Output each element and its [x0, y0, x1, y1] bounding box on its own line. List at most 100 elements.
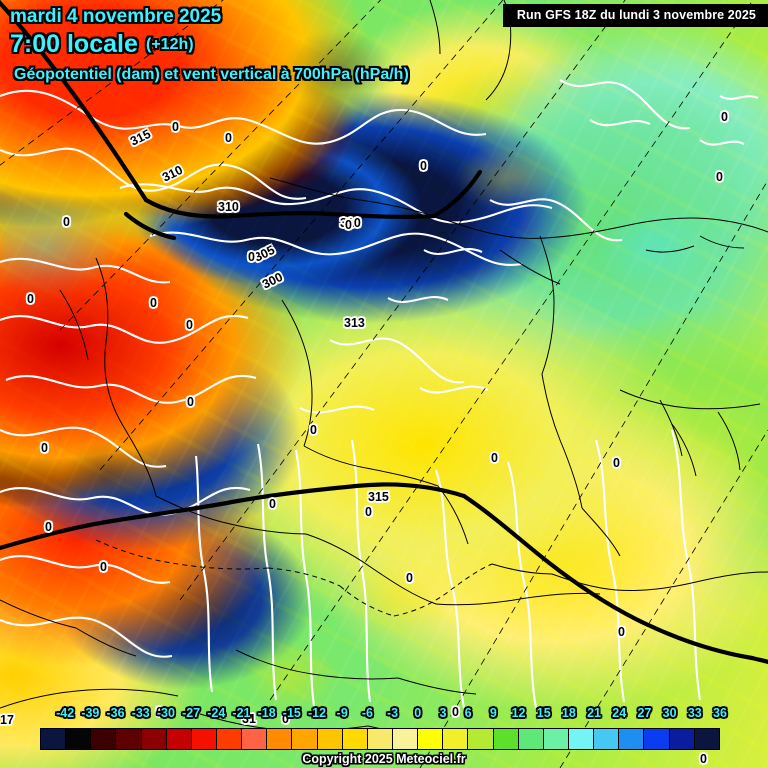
contour-value-label: 0: [186, 318, 193, 332]
colorbar-swatch: [91, 729, 117, 749]
contour-value-label: 0: [41, 441, 48, 455]
contour-value-label: 0: [248, 250, 255, 264]
map-parameter-label: Géopotentiel (dam) et vent vertical à 70…: [13, 65, 411, 85]
contour-value-label: 0: [269, 497, 276, 511]
colorbar-swatch: [41, 729, 67, 749]
colorbar-swatch: [694, 729, 719, 749]
contour-value-label: 0: [225, 131, 232, 145]
colorbar-tick: -9: [336, 706, 348, 720]
colorbar-swatch: [216, 729, 243, 749]
colorbar-swatch: [367, 729, 393, 749]
colorbar-swatch: [116, 729, 142, 749]
contour-value-label: 0: [406, 571, 413, 585]
contour-value-label: 0: [63, 215, 70, 229]
contour-value-label: 315: [368, 490, 389, 504]
contour-value-label: 310: [160, 162, 185, 185]
colorbar-swatch: [619, 729, 645, 749]
colorbar-swatch: [392, 729, 419, 749]
copyright-label: Copyright 2025 Meteociel.fr: [302, 752, 466, 766]
contour-value-label: 0: [187, 395, 194, 409]
contour-value-label: 0: [716, 170, 723, 184]
contour-value-label: 0: [613, 456, 620, 470]
colorbar-swatch: [669, 729, 695, 749]
contour-value-label: 310: [218, 200, 239, 214]
map-lead-time-label: (+12h): [145, 35, 196, 55]
colorbar-swatch: [141, 729, 167, 749]
contour-value-label: 0: [282, 712, 289, 726]
contour-value-label: 0: [150, 296, 157, 310]
colorbar-swatch: [493, 729, 519, 749]
contour-value-label: 315: [128, 126, 153, 149]
colorbar-swatches: [40, 728, 720, 750]
colorbar-tick: 15: [536, 706, 551, 720]
contour-value-label: 0: [420, 159, 427, 173]
colorbar-swatch: [443, 729, 469, 749]
map-date-label: mardi 4 novembre 2025: [8, 5, 222, 29]
colorbar-swatch: [342, 729, 368, 749]
contour-value-label: 0: [45, 520, 52, 534]
contour-value-label: 300: [260, 269, 285, 292]
colorbar-tick: 33: [687, 706, 702, 720]
colorbar-tick: 21: [587, 706, 602, 720]
colorbar-swatch: [418, 729, 444, 749]
colorbar-swatch: [166, 729, 192, 749]
contour-value-label: 0: [156, 705, 163, 719]
colorbar-tick: -15: [282, 706, 301, 720]
colorbar-tick: 36: [713, 706, 727, 720]
colorbar-tick: -3: [387, 706, 399, 720]
contour-value-label: 0: [310, 423, 317, 437]
contour-value-label: 0: [491, 451, 498, 465]
contour-value-label: 0: [452, 705, 459, 719]
colorbar-swatch: [568, 729, 595, 749]
colorbar-tick: 0: [414, 706, 422, 720]
colorbar-swatch: [468, 729, 494, 749]
colorbar-tick: -33: [131, 706, 150, 720]
contour-value-label: 0: [618, 625, 625, 639]
contour-value-label: 0: [345, 218, 352, 232]
colorbar-swatch: [191, 729, 217, 749]
contour-value-label: 313: [344, 316, 365, 330]
colorbar-tick: -18: [257, 706, 276, 720]
contour-value-label: 31: [242, 712, 256, 726]
contour-value-label: 0: [100, 560, 107, 574]
colorbar-swatch: [518, 729, 544, 749]
colorbar-tick-labels: -42 -39 -36 -33 -30 -27 -24 -21 -18 -15 -12 -9 -6 -3 0…: [0, 706, 768, 726]
contour-value-label: 0: [700, 752, 707, 766]
contour-value-label: 0: [721, 110, 728, 124]
colorbar-tick: 24: [612, 706, 627, 720]
colorbar-tick: 6: [464, 706, 472, 720]
colorbar-tick: 9: [489, 706, 497, 720]
colorbar-tick: 30: [662, 706, 677, 720]
colorbar-tick: -36: [106, 706, 125, 720]
colorbar-tick: -39: [81, 706, 100, 720]
colorbar-tick: -27: [182, 706, 201, 720]
colorbar-tick: 12: [511, 706, 526, 720]
colorbar-swatch: [644, 729, 670, 749]
colorbar-swatch: [66, 729, 92, 749]
colorbar: -42 -39 -36 -33 -30 -27 -24 -21 -18 -15 -12 -9 -6 -3 0…: [0, 706, 768, 768]
colorbar-tick: -6: [361, 706, 373, 720]
contour-value-label: 310: [340, 216, 361, 230]
contour-value-label: 17: [0, 713, 14, 727]
model-run-banner: Run GFS 18Z du lundi 3 novembre 2025: [502, 4, 768, 27]
colorbar-tick: -12: [307, 706, 327, 720]
colorbar-swatch: [594, 729, 620, 749]
colorbar-tick: -21: [232, 706, 251, 720]
colorbar-swatch: [267, 729, 293, 749]
colorbar-tick: 18: [561, 706, 576, 720]
colorbar-swatch: [242, 729, 268, 749]
contour-value-label: 0: [27, 292, 34, 306]
colorbar-tick: 3: [439, 706, 447, 720]
colorbar-tick: -42: [56, 706, 75, 720]
colorbar-swatch: [317, 729, 343, 749]
contour-value-label: 305: [252, 242, 277, 265]
contour-value-label: 0: [172, 120, 179, 134]
colorbar-swatch: [543, 729, 569, 749]
colorbar-tick: -30: [156, 706, 175, 720]
map-time-label: 7:00 locale: [9, 29, 140, 60]
colorbar-tick: -24: [207, 706, 226, 720]
colorbar-swatch: [292, 729, 318, 749]
contour-value-label: 0: [365, 505, 372, 519]
